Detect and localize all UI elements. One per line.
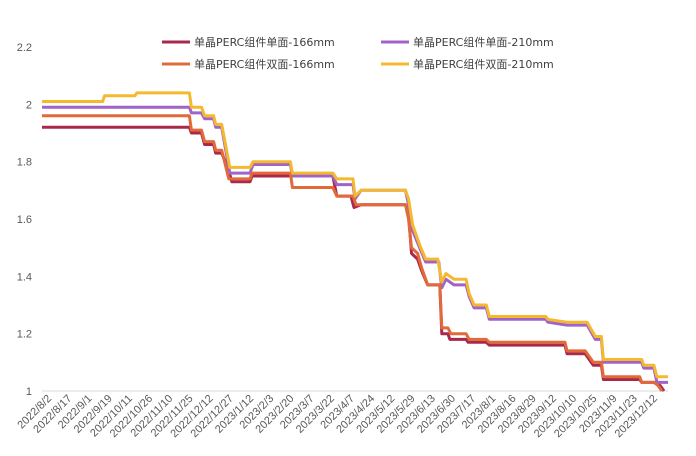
- legend-label: 单晶PERC组件单面-166mm: [194, 35, 335, 49]
- y-tick-label: 1: [26, 386, 32, 398]
- y-tick-label: 2: [26, 99, 32, 111]
- series-line-2: [42, 105, 668, 384]
- y-tick-label: 1.6: [17, 214, 32, 226]
- series-line-3: [42, 114, 664, 392]
- legend-label: 单晶PERC组件双面-166mm: [194, 57, 335, 71]
- legend: 单晶PERC组件单面-166mm 单晶PERC组件单面-210mm 单晶PERC组件…: [162, 35, 554, 71]
- y-tick-label: 1.2: [17, 329, 32, 341]
- y-tick-label: 2.2: [17, 42, 32, 54]
- x-axis: 2022/8/22022/8/172022/9/12022/9/192022/1…: [15, 393, 660, 440]
- series-line-4: [42, 91, 668, 379]
- y-tick-label: 1.4: [17, 271, 32, 283]
- y-tick-label: 1.8: [17, 157, 32, 169]
- y-axis: 1 1.2 1.4 1.6 1.8 2 2.2: [17, 42, 32, 398]
- series-lines: [42, 91, 668, 392]
- legend-label: 单晶PERC组件双面-210mm: [413, 57, 554, 71]
- legend-label: 单晶PERC组件单面-210mm: [413, 35, 554, 49]
